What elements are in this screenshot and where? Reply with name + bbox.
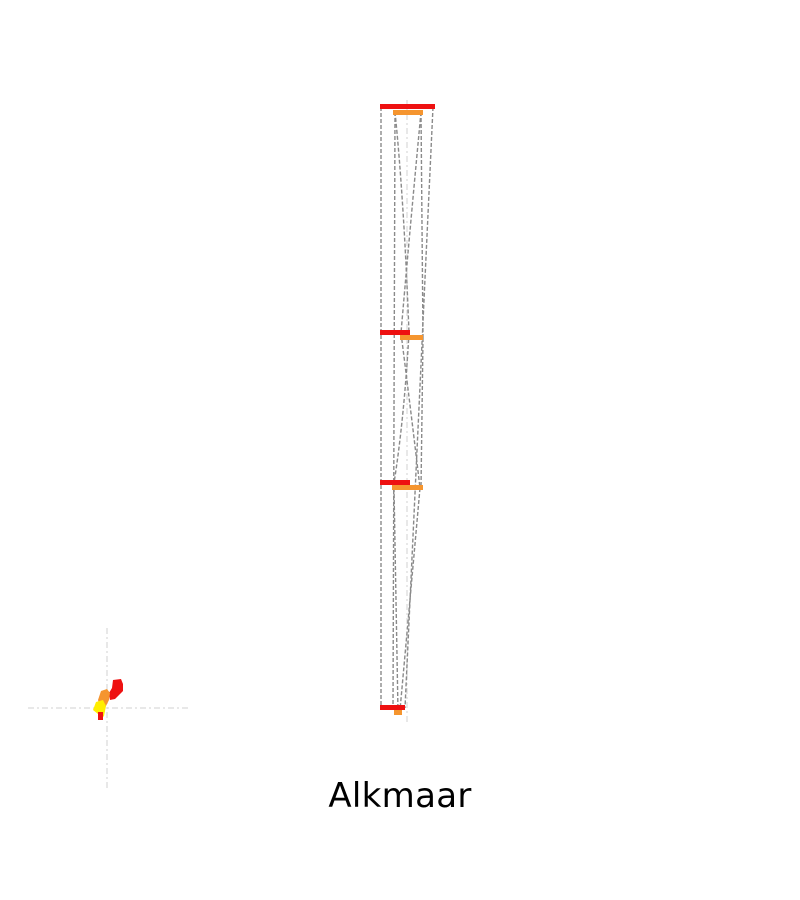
connector-mid-right (420, 337, 424, 489)
connector-cross-e (399, 487, 421, 711)
column-connectors (380, 106, 434, 713)
connector-cross-a (394, 111, 410, 334)
level-bar-4-secondary (394, 710, 402, 715)
connector-cross-f (393, 487, 399, 713)
inset-glyph (93, 679, 123, 720)
level-bar-3-secondary (392, 485, 423, 490)
level-bar-3-primary (380, 480, 410, 485)
connector-right-outer (404, 106, 434, 709)
connector-cross-c (393, 332, 410, 484)
inset-glyph-red-part (109, 679, 123, 700)
level-bar-2-secondary (400, 335, 423, 340)
connector-cross-d (400, 332, 421, 489)
level-bars (380, 104, 435, 715)
level-bar-2-primary (380, 330, 410, 335)
caption-label: Alkmaar (328, 776, 472, 816)
inset-glyph-red-tail (98, 712, 103, 720)
level-bar-1-secondary (393, 110, 423, 115)
connector-orange-right (420, 111, 424, 339)
level-bar-1-primary (380, 104, 435, 109)
inset-crosshair (28, 628, 188, 788)
connector-cross-b (400, 111, 422, 334)
level-bar-4-primary (380, 705, 405, 710)
connector-orange-left (392, 111, 396, 709)
